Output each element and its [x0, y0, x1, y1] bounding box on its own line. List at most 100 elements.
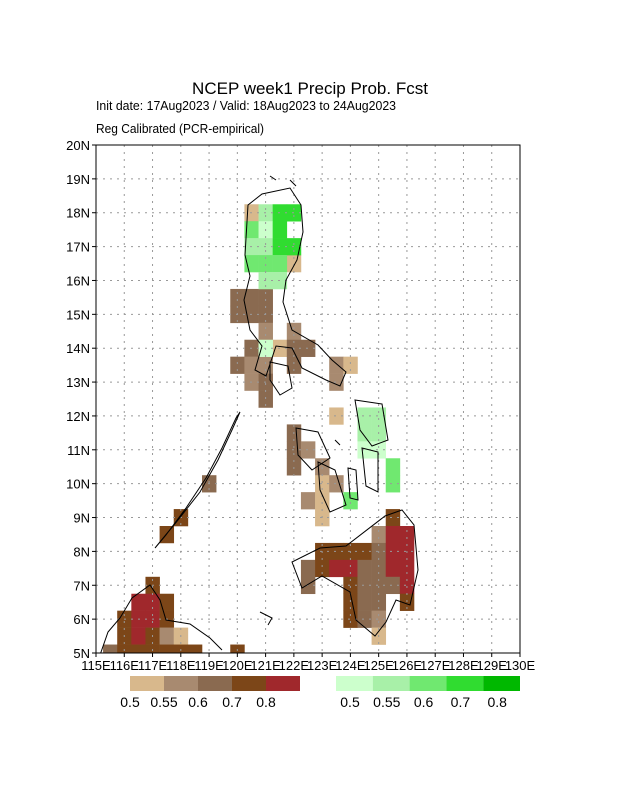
legend-label: 0.6	[414, 694, 434, 710]
prob-cell	[159, 593, 175, 611]
prob-cell	[272, 255, 288, 273]
prob-cell	[357, 576, 372, 595]
y-tick-label: 16N	[66, 273, 90, 288]
prob-cell	[385, 458, 401, 476]
coastline	[361, 447, 379, 493]
prob-cell	[371, 559, 387, 578]
legend-swatch	[372, 676, 410, 691]
coastline	[259, 175, 341, 626]
y-tick-label: 19N	[66, 172, 90, 187]
legend-swatch	[483, 676, 520, 691]
y-tick-label: 15N	[66, 307, 90, 322]
prob-cell	[357, 407, 372, 425]
prob-cell	[385, 475, 401, 493]
x-tick-label: 130E	[505, 658, 536, 673]
prob-cell	[371, 576, 387, 595]
prob-cell	[343, 356, 358, 374]
prob-cell	[329, 559, 344, 578]
y-tick-label: 11N	[67, 443, 90, 458]
prob-cell	[329, 407, 344, 425]
prob-cell	[286, 204, 302, 222]
x-tick-label: 126E	[392, 658, 423, 673]
coastline	[154, 411, 241, 549]
coastline	[354, 399, 389, 447]
x-tick-label: 116E	[110, 658, 140, 673]
prob-cell	[230, 288, 245, 307]
coastline	[243, 187, 347, 387]
prob-cell	[343, 492, 358, 510]
prob-cell	[244, 221, 259, 239]
prob-cell	[300, 492, 316, 510]
legend-label: 0.5	[340, 694, 360, 710]
y-tick-label: 9N	[73, 511, 90, 526]
prob-cell	[371, 610, 387, 628]
coastline	[100, 175, 419, 653]
prob-cell	[300, 576, 316, 595]
coastline	[317, 461, 347, 513]
legend-swatch	[198, 676, 232, 691]
y-tick-label: 18N	[66, 206, 90, 221]
prob-cell	[371, 526, 387, 544]
legend-swatch	[232, 676, 266, 691]
prob-cell	[159, 644, 175, 653]
y-tick-label: 13N	[66, 375, 90, 390]
x-tick-label: 122E	[279, 658, 310, 673]
grid: 115E116E117E118E119E120E121E122E123E124E…	[66, 138, 535, 673]
x-tick-label: 128E	[448, 658, 479, 673]
prob-cell	[159, 627, 175, 645]
prob-cell	[399, 526, 415, 544]
prob-cell	[117, 644, 132, 653]
x-tick-label: 123E	[307, 658, 338, 673]
x-tick-label: 115E	[81, 658, 111, 673]
coastline	[295, 427, 331, 471]
prob-cell	[385, 576, 401, 595]
x-tick-label: 127E	[420, 658, 451, 673]
prob-cell	[300, 559, 316, 578]
prob-cell	[230, 644, 245, 653]
legend-swatch	[409, 676, 447, 691]
prob-cell	[371, 407, 387, 425]
prob-cell	[131, 644, 146, 653]
prob-cell	[315, 492, 330, 510]
prob-cell	[286, 356, 302, 374]
prob-cell	[329, 475, 344, 493]
legend-label: 0.7	[222, 694, 242, 710]
legend-label: 0.7	[451, 694, 471, 710]
coastline	[100, 584, 223, 653]
prob-cell	[300, 441, 316, 459]
legend-label: 0.55	[373, 694, 400, 710]
prob-cell	[258, 356, 273, 374]
legend-label: 0.5	[120, 694, 140, 710]
prob-cell	[343, 559, 358, 578]
prob-cell	[244, 288, 259, 307]
prob-cell	[315, 475, 330, 493]
prob-cell	[343, 610, 358, 628]
prob-cell	[385, 542, 401, 561]
legend-swatch	[164, 676, 198, 691]
x-tick-label: 121E	[250, 658, 281, 673]
prob-cell	[272, 221, 288, 239]
prob-cell	[385, 559, 401, 578]
prob-cell	[385, 509, 401, 527]
prob-cell	[315, 559, 330, 578]
prob-cell	[357, 424, 372, 442]
y-tick-label: 8N	[73, 544, 90, 559]
prob-cell	[357, 441, 372, 459]
prob-cell	[258, 322, 273, 341]
prob-cell	[357, 542, 372, 561]
y-tick-label: 17N	[66, 240, 90, 255]
coastline	[347, 467, 359, 501]
y-tick-label: 14N	[66, 341, 90, 356]
legend-swatch	[266, 676, 300, 691]
x-tick-label: 117E	[138, 658, 168, 673]
prob-cell	[399, 559, 415, 578]
prob-cell	[258, 288, 273, 307]
title: NCEP week1 Precip Prob. Fcst	[192, 79, 428, 98]
prob-cell	[357, 559, 372, 578]
y-tick-label: 20N	[66, 138, 90, 153]
prob-cell	[385, 526, 401, 544]
coastline	[269, 361, 293, 396]
prob-cell	[258, 390, 273, 408]
prob-cell	[187, 644, 203, 653]
